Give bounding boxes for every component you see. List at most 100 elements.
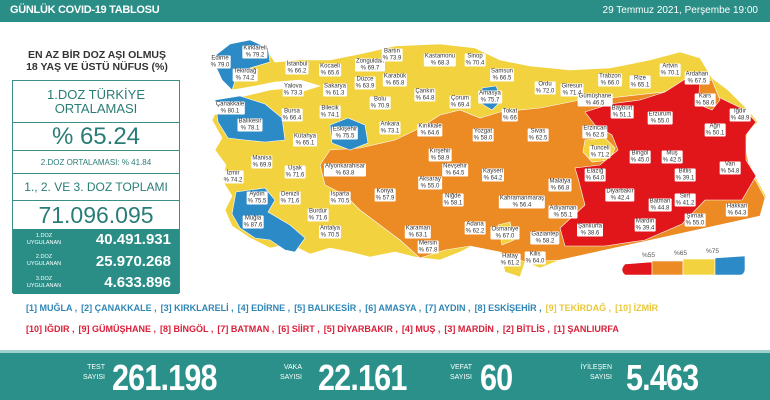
province-label: İstanbul% 66.2 xyxy=(285,61,309,75)
province-value: % 64.8 xyxy=(415,95,435,101)
province-name: Edirne xyxy=(211,55,229,62)
ranking-item: [6] SİİRT , xyxy=(278,324,320,334)
province-label: Mardin% 39.4 xyxy=(634,218,656,232)
province-label: Van% 54.8 xyxy=(719,161,741,175)
province-value: % 66.4 xyxy=(282,115,302,121)
province-label: Burdur% 71.6 xyxy=(307,208,329,222)
province-value: % 64.2 xyxy=(483,175,503,181)
province-value: % 39.1 xyxy=(675,175,695,181)
province-name: Artvin xyxy=(662,63,678,70)
province-label: Bitlis% 39.1 xyxy=(674,168,696,182)
province-label: Elazığ% 64.0 xyxy=(584,168,606,182)
province-name: Nevşehir xyxy=(443,163,467,170)
province-label: Trabzon% 66.0 xyxy=(598,73,622,87)
province-name: Siirt xyxy=(679,193,691,200)
ranking-item: [2] BİTLİS , xyxy=(502,324,550,334)
province-name: Kayseri xyxy=(482,168,504,175)
province-label: Ordu% 72.0 xyxy=(534,81,556,95)
province-name: Sivas xyxy=(530,128,546,135)
province-value: % 58.0 xyxy=(473,135,493,141)
dose-row: 3.DOZ UYGULANAN 4.633.896 xyxy=(13,272,179,294)
legend-red xyxy=(621,261,653,276)
province-name: Hatay xyxy=(502,253,518,260)
province-label: Kars% 58.6 xyxy=(694,93,716,107)
province-name: Burdur xyxy=(308,208,327,215)
province-value: % 58.6 xyxy=(695,100,715,106)
province-value: % 63.9 xyxy=(355,83,375,89)
recovered-label: İYİLEŞEN SAYISI xyxy=(572,363,612,383)
dose-label-line1: 1.DOZ xyxy=(35,232,53,239)
legend-yellow xyxy=(682,258,716,276)
province-label: Aksaray% 55.0 xyxy=(418,176,442,190)
province-value: % 75.5 xyxy=(335,133,355,139)
province-label: Sinop% 70.4 xyxy=(464,53,486,67)
legend-blue xyxy=(714,255,746,276)
province-value: % 73.9 xyxy=(382,55,402,61)
province-value: % 65.1 xyxy=(630,82,650,88)
province-label: Kırşehir% 58.9 xyxy=(428,148,452,162)
province-label: Şırnak% 55.0 xyxy=(684,213,706,227)
province-name: Manisa xyxy=(252,155,272,162)
province-value: % 63.8 xyxy=(335,170,355,176)
province-label: Gümüşhane% 46.5 xyxy=(577,93,613,107)
ranking-item: [5] BALIKESİR , xyxy=(294,303,362,313)
province-label: Sivas% 62.5 xyxy=(527,128,549,142)
province-value: % 70.5 xyxy=(330,198,350,204)
province-name: Konya xyxy=(376,188,394,195)
province-label: Kastamonu% 68.3 xyxy=(423,53,457,67)
test-count: 261.198 xyxy=(112,357,218,398)
province-label: Bayburt% 51.1 xyxy=(610,105,634,119)
province-value: % 61.2 xyxy=(500,260,520,266)
province-label: Bartın% 73.9 xyxy=(381,48,403,62)
province-name: Balıkesir xyxy=(238,118,262,125)
province-label: Zonguldak% 69.7 xyxy=(354,58,386,72)
province-label: Hatay% 61.2 xyxy=(499,253,521,267)
cases-count: 22.161 xyxy=(318,357,407,398)
dose-row: 1.DOZ UYGULANAN 40.491.931 xyxy=(13,229,179,251)
province-label: Isparta% 70.5 xyxy=(329,191,351,205)
province-label: Muş% 42.5 xyxy=(661,150,683,164)
dose-label-line1: 3.DOZ xyxy=(35,275,53,282)
legend-orange xyxy=(651,260,684,276)
province-name: Kırklareli xyxy=(243,45,267,52)
province-value: % 70.4 xyxy=(465,60,485,66)
province-name: Karaman xyxy=(405,225,431,232)
province-value: % 66 xyxy=(503,115,517,121)
province-name: Tunceli xyxy=(590,145,610,152)
province-value: % 55.0 xyxy=(685,220,705,226)
province-name: Yalova xyxy=(284,83,302,90)
province-name: Tekirdağ xyxy=(233,68,257,75)
province-name: Bitlis xyxy=(678,168,692,175)
province-value: % 42.4 xyxy=(610,195,630,201)
province-name: Mardin xyxy=(635,218,655,225)
province-value: % 61.3 xyxy=(325,90,345,96)
province-value: % 70.9 xyxy=(370,103,390,109)
province-name: Sakarya xyxy=(323,83,347,90)
province-label: Giresun% 71.4 xyxy=(560,83,584,97)
ranking-item: [3] MARDİN , xyxy=(444,324,499,334)
deaths-label: VEFAT SAYISI xyxy=(432,363,472,383)
province-value: % 69.7 xyxy=(360,65,380,71)
legend-label: %65 xyxy=(674,250,688,257)
legend-label: %75 xyxy=(706,248,720,255)
province-name: Bolu xyxy=(373,96,386,103)
province-name: Erzincan xyxy=(583,125,607,132)
province-value: % 65.1 xyxy=(295,140,315,146)
province-name: Iğdır xyxy=(733,108,746,115)
label-line: VEFAT xyxy=(450,364,472,371)
label-line: 1.DOZ TÜRKİYE xyxy=(46,86,145,102)
province-name: Kırşehir xyxy=(429,148,451,155)
province-label: Manisa% 69.9 xyxy=(251,155,273,169)
province-name: Malatya xyxy=(549,178,571,185)
vaccine-summary-panel: 1.DOZ TÜRKİYE ORTALAMASI % 65.24 2.DOZ OR… xyxy=(12,80,180,294)
province-value: % 74.2 xyxy=(235,75,255,81)
province-value: % 56.4 xyxy=(512,202,532,208)
province-label: Siirt% 41.2 xyxy=(674,193,696,207)
province-name: Tokat xyxy=(502,108,518,115)
vaccine-heading-line2: 18 YAŞ VE ÜSTÜ NÜFUS (%) xyxy=(26,61,168,73)
province-value: % 63.1 xyxy=(408,232,428,238)
province-label: Aydın% 75.5 xyxy=(246,191,268,205)
province-name: Uşak xyxy=(288,165,302,172)
province-value: % 58.9 xyxy=(430,155,450,161)
province-label: Bolu% 70.9 xyxy=(369,96,391,110)
